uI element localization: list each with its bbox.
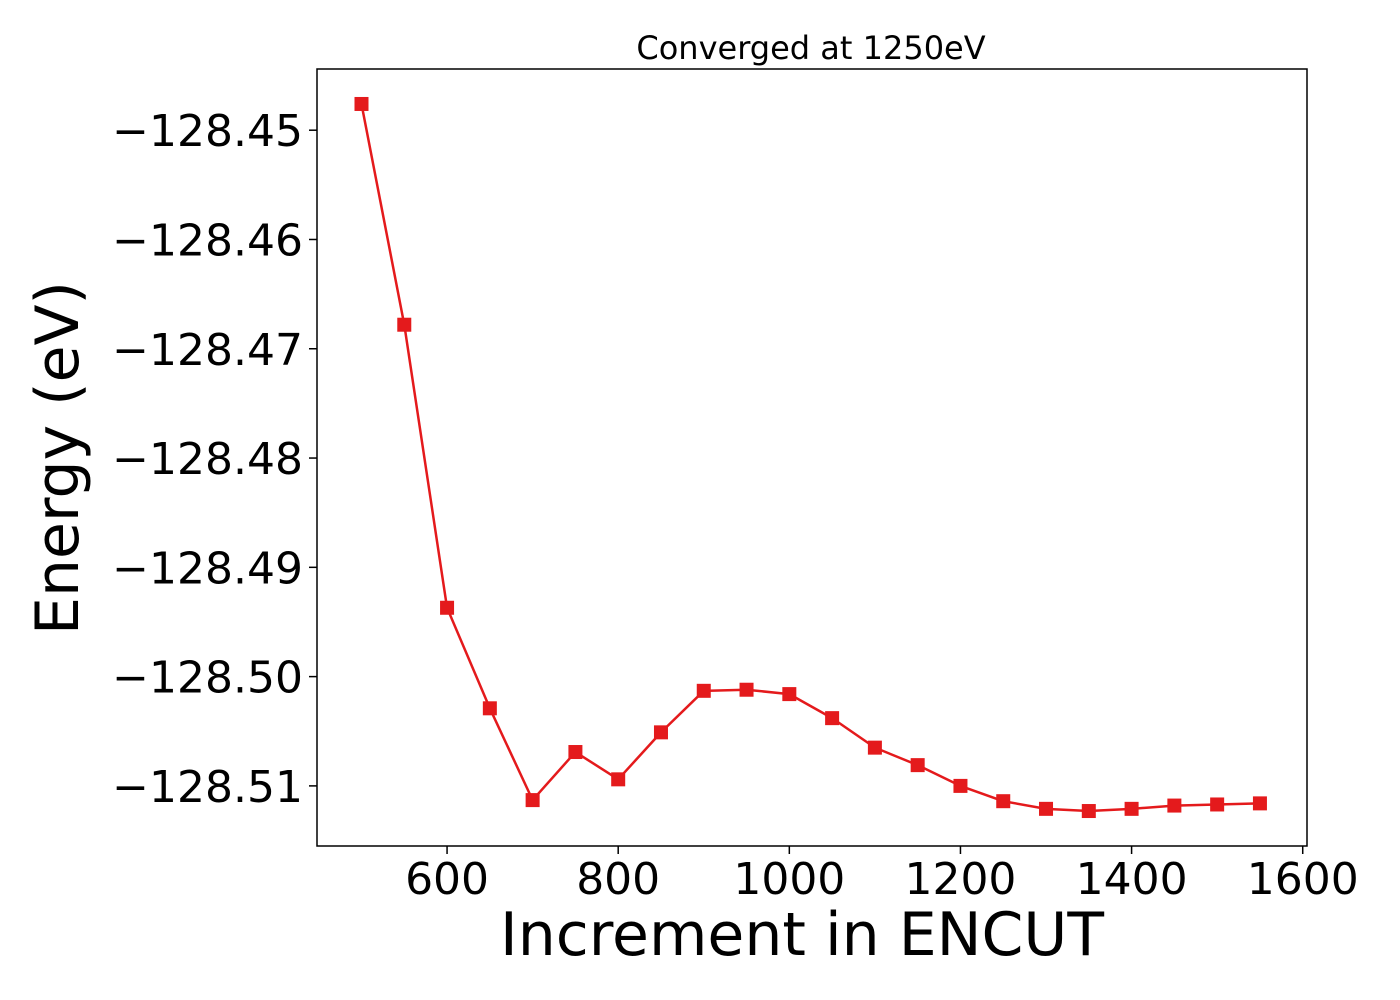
data-point-marker xyxy=(1039,801,1054,816)
x-tick-label: 1000 xyxy=(733,854,845,905)
data-point-marker xyxy=(354,96,369,111)
data-point-marker xyxy=(1210,797,1225,812)
data-point-marker xyxy=(440,600,455,615)
data-series xyxy=(354,96,1267,819)
chart-title: Converged at 1250eV xyxy=(636,29,985,67)
data-point-marker xyxy=(739,682,754,697)
data-point-marker xyxy=(482,701,497,716)
y-tick-label: −128.46 xyxy=(112,215,303,266)
data-point-marker xyxy=(1167,798,1182,813)
data-point-marker xyxy=(953,778,968,793)
data-point-marker xyxy=(1124,801,1139,816)
data-point-marker xyxy=(825,711,840,726)
y-tick-label: −128.50 xyxy=(112,653,303,704)
y-tick-label: −128.45 xyxy=(112,106,303,157)
y-tick-label: −128.51 xyxy=(112,762,303,813)
data-point-marker xyxy=(867,740,882,755)
data-point-marker xyxy=(525,793,540,808)
data-point-marker xyxy=(696,683,711,698)
data-point-marker xyxy=(996,794,1011,809)
data-point-marker xyxy=(1081,804,1096,819)
data-point-marker xyxy=(910,758,925,773)
data-point-marker xyxy=(568,745,583,760)
data-point-marker xyxy=(1252,796,1267,811)
x-tick-label: 1200 xyxy=(904,854,1016,905)
x-axis-title: Increment in ENCUT xyxy=(500,900,1104,970)
data-point-marker xyxy=(397,317,412,332)
x-tick-label: 600 xyxy=(405,854,489,905)
x-tick-label: 800 xyxy=(576,854,660,905)
y-tick-label: −128.47 xyxy=(112,325,303,376)
x-axis-ticks: 600 800 1000 1200 1400 1600 xyxy=(405,846,1359,905)
data-point-marker xyxy=(653,725,668,740)
y-tick-label: −128.48 xyxy=(112,434,303,485)
data-point-marker xyxy=(782,687,797,702)
data-point-marker xyxy=(611,772,626,787)
y-axis-title: Energy (eV) xyxy=(23,281,93,635)
series-line xyxy=(360,103,1260,813)
plot-area-frame xyxy=(316,68,1308,847)
y-tick-label: −128.49 xyxy=(112,543,303,594)
x-tick-label: 1400 xyxy=(1076,854,1188,905)
x-tick-label: 1600 xyxy=(1247,854,1359,905)
y-axis-ticks: −128.45 −128.46 −128.47 −128.48 −128.49 −128.… xyxy=(112,106,317,813)
